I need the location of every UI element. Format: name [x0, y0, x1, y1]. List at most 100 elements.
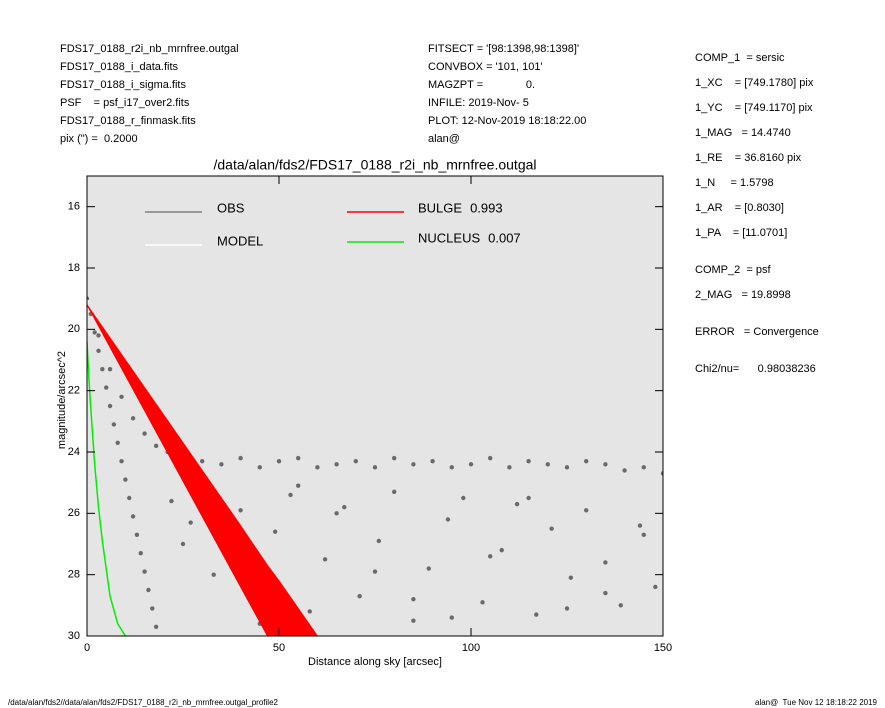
header-middle-line: alan@ [428, 133, 460, 145]
data-point [107, 403, 113, 409]
header-right-line: 2_MAG = 19.8998 [695, 289, 791, 301]
data-point [392, 455, 397, 461]
data-point [534, 612, 539, 617]
data-point [426, 566, 431, 571]
header-left-line: pix (") = 0.2000 [60, 133, 138, 145]
data-point [468, 462, 474, 467]
header-right-line: 1_RE = 36.8160 pix [695, 152, 802, 164]
chart-title: /data/alan/fds2/FDS17_0188_r2i_nb_mrnfre… [214, 157, 537, 173]
y-tick-label: 18 [68, 262, 80, 274]
data-point [357, 593, 362, 599]
data-point [499, 547, 504, 553]
data-point [119, 459, 124, 464]
data-point [92, 330, 97, 335]
data-point [153, 443, 159, 449]
header-right-line: COMP_2 = psf [695, 264, 771, 276]
y-tick-label: 28 [68, 569, 80, 581]
data-line [87, 341, 127, 636]
data-point [288, 492, 293, 498]
data-point [219, 462, 224, 467]
data-point [138, 551, 143, 556]
data-point [430, 459, 435, 464]
legend-fraction: 0.993 [470, 200, 503, 215]
data-point [146, 587, 151, 593]
data-point [257, 465, 262, 470]
data-point [449, 465, 454, 470]
plot-background [87, 176, 663, 636]
data-point [411, 597, 416, 602]
data-point [353, 459, 358, 464]
bulge-band [87, 304, 319, 636]
data-point [545, 462, 550, 467]
data-point [411, 462, 416, 467]
data-point [372, 465, 378, 470]
data-point [622, 468, 627, 473]
data-point [526, 495, 531, 501]
data-point [96, 333, 101, 338]
data-point [618, 603, 623, 608]
plot-area [87, 296, 663, 636]
data-point [653, 584, 658, 590]
y-tick-label: 30 [68, 630, 80, 642]
data-point [188, 520, 193, 525]
header-middle-line: CONVBOX = '101, 101' [428, 61, 543, 73]
data-point [107, 367, 113, 372]
data-point [87, 299, 90, 304]
header-right-line: 1_PA = [11.0701] [695, 227, 787, 239]
data-point [315, 465, 320, 470]
data-point [100, 367, 105, 372]
y-tick-label: 26 [68, 507, 80, 519]
data-point [119, 394, 124, 399]
footer-left: /data/alan/fds2//data/alan/fds2/FDS17_01… [8, 698, 279, 707]
header-left-line: FDS17_0188_r_finmask.fits [60, 115, 196, 127]
header-right-line: 1_YC = [749.1170] pix [695, 102, 813, 114]
x-axis-label: Distance along sky [arcsec] [308, 656, 442, 668]
data-point [104, 385, 109, 390]
data-point [564, 465, 570, 470]
data-point [130, 514, 136, 519]
header-right-line: 1_AR = [0.8030] [695, 202, 784, 214]
legend-label: MODEL [217, 233, 263, 248]
data-point [134, 532, 140, 537]
header-right-line: 1_MAG = 14.4740 [695, 127, 791, 139]
data-point [514, 501, 520, 507]
header-right-line: 1_N = 1.5798 [695, 177, 774, 189]
legend-label: OBS [217, 200, 245, 215]
data-point [180, 541, 186, 547]
data-point [296, 455, 301, 461]
header-right-line: ERROR = Convergence [695, 326, 819, 338]
data-point [142, 431, 147, 436]
data-point [660, 471, 663, 476]
data-point [549, 526, 554, 531]
y-tick-label: 16 [68, 201, 80, 213]
header-right-line: COMP_1 = sersic [695, 52, 785, 64]
data-point [584, 459, 589, 464]
data-point [111, 422, 117, 427]
data-point [142, 569, 147, 574]
data-point [150, 606, 155, 611]
data-point [564, 606, 570, 611]
header-right-line: 1_XC = [749.1780] pix [695, 77, 814, 89]
data-point [334, 511, 339, 516]
data-point [584, 508, 589, 513]
x-tick-label: 150 [654, 642, 672, 654]
data-point [334, 462, 339, 467]
data-point [488, 554, 493, 559]
data-point [507, 465, 512, 470]
data-point [526, 459, 531, 464]
y-tick-label: 20 [68, 323, 80, 335]
data-point [568, 575, 574, 580]
data-point [272, 529, 278, 534]
footer-right: alan@ Tue Nov 12 18:18:22 2019 [755, 698, 878, 707]
data-point [153, 624, 159, 629]
header-middle-line: FITSECT = '[98:1398,98:1398]' [428, 43, 579, 55]
data-point [238, 508, 243, 513]
header-middle-line: MAGZPT = 0. [428, 79, 535, 91]
data-point [342, 505, 347, 510]
data-point [322, 557, 328, 562]
y-axis-label: magnitude/arcsec^2 [56, 351, 68, 449]
data-point [411, 618, 416, 623]
data-point [372, 569, 378, 574]
plot-frame [86, 175, 664, 637]
data-point [96, 348, 101, 353]
